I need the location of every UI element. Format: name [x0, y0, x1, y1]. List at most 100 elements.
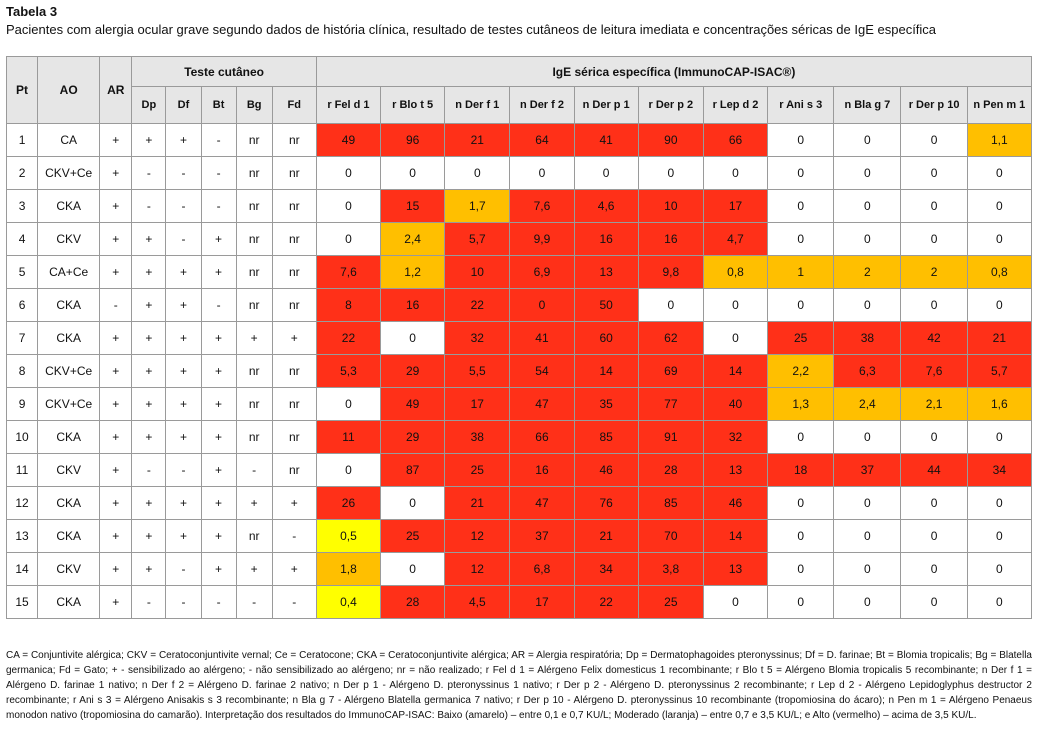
- cell-patient: 10: [5, 420, 39, 454]
- cell-ocular-allergy: CKA: [37, 585, 101, 619]
- cell-ocular-allergy: CA: [37, 123, 101, 157]
- cell-ige-value: 40: [702, 387, 769, 421]
- cell-ige-value: 9,9: [509, 222, 575, 256]
- cell-skin-test: +: [165, 354, 202, 388]
- cell-respiratory-allergy: +: [99, 123, 133, 157]
- cell-ige-value: 96: [380, 123, 446, 157]
- cell-ige-value: 0: [833, 519, 902, 553]
- cell-skin-test: -: [200, 585, 237, 619]
- cell-ige-value: 85: [573, 420, 639, 454]
- cell-skin-test: nr: [271, 387, 317, 421]
- cell-ige-value: 46: [702, 486, 769, 520]
- cell-ige-value: 32: [444, 321, 511, 355]
- cell-ige-value: 66: [509, 420, 575, 454]
- cell-ige-value: 4,5: [444, 585, 511, 619]
- cell-skin-test: +: [131, 255, 167, 289]
- cell-ige-value: 1,7: [444, 189, 511, 223]
- cell-skin-test: nr: [235, 387, 273, 421]
- cell-ige-value: 14: [573, 354, 639, 388]
- table-container: Pt AO AR Teste cutâneo IgE sérica específica…: [5, 56, 1033, 619]
- cell-skin-test: +: [200, 321, 237, 355]
- cell-ige-value: 0: [702, 321, 769, 355]
- column-header-ige: n Der f 1: [444, 86, 511, 124]
- cell-skin-test: +: [131, 420, 167, 454]
- cell-ige-value: 16: [573, 222, 639, 256]
- cell-ige-value: 10: [444, 255, 511, 289]
- cell-ocular-allergy: CKV: [37, 552, 101, 586]
- table-row: 10 CKA + + + + nr nr 11 29 38 66 85 91 32 0 0 0 0: [5, 420, 1033, 454]
- cell-ige-value: 49: [380, 387, 446, 421]
- cell-ige-value: 41: [509, 321, 575, 355]
- cell-ige-value: 0: [900, 486, 968, 520]
- cell-ige-value: 4,6: [573, 189, 639, 223]
- column-header-ige: r Lep d 2: [702, 86, 769, 124]
- cell-patient: 2: [5, 156, 39, 190]
- table-row: 6 CKA - + + - nr nr 8 16 22 0 50 0 0 0 0 0 0: [5, 288, 1033, 322]
- cell-ige-value: 7,6: [900, 354, 968, 388]
- cell-ige-value: 54: [509, 354, 575, 388]
- cell-ige-value: 9,8: [637, 255, 704, 289]
- cell-ige-value: 5,7: [444, 222, 511, 256]
- cell-ige-value: 32: [702, 420, 769, 454]
- table-row: 8 CKV+Ce + + + + nr nr 5,3 29 5,5 54 14 69 14 2,2 6,3 7,6…: [5, 354, 1033, 388]
- cell-skin-test: -: [165, 585, 202, 619]
- cell-skin-test: -: [200, 156, 237, 190]
- table-row: 7 CKA + + + + + +22 0 32 41 60 62 0 25 38 42 21: [5, 321, 1033, 355]
- column-header-ao: AO: [37, 56, 101, 124]
- cell-ocular-allergy: CKV: [37, 222, 101, 256]
- cell-skin-test: nr: [271, 189, 317, 223]
- cell-ige-value: 22: [315, 321, 382, 355]
- table-row: 13 CKA + + + + nr -0,5 25 12 37 21 70 14 0 0 0 0: [5, 519, 1033, 553]
- cell-ige-value: 37: [833, 453, 902, 487]
- cell-ige-value: 0: [966, 420, 1033, 454]
- column-header-ige: r Der p 10: [900, 86, 968, 124]
- cell-skin-test: nr: [235, 288, 273, 322]
- cell-ige-value: 0: [966, 552, 1033, 586]
- cell-ige-value: 44: [900, 453, 968, 487]
- cell-ige-value: 34: [573, 552, 639, 586]
- cell-ige-value: 0: [833, 156, 902, 190]
- cell-skin-test: nr: [235, 123, 273, 157]
- cell-ige-value: 0: [509, 288, 575, 322]
- table-row: 15 CKA + - - - - -0,4 28 4,5 17 22 25 0 0 0 0 0: [5, 585, 1033, 619]
- cell-ige-value: 2,4: [380, 222, 446, 256]
- cell-ige-value: 46: [573, 453, 639, 487]
- cell-respiratory-allergy: +: [99, 420, 133, 454]
- cell-skin-test: -: [131, 156, 167, 190]
- cell-ige-value: 28: [637, 453, 704, 487]
- cell-ige-value: 70: [637, 519, 704, 553]
- cell-skin-test: -: [200, 123, 237, 157]
- cell-skin-test: -: [271, 519, 317, 553]
- cell-ige-value: 0: [767, 222, 835, 256]
- cell-skin-test: nr: [271, 453, 317, 487]
- cell-ige-value: 1,8: [315, 552, 382, 586]
- cell-ige-value: 0: [702, 156, 769, 190]
- cell-skin-test: +: [200, 222, 237, 256]
- cell-ige-value: 6,3: [833, 354, 902, 388]
- cell-ige-value: 0: [767, 123, 835, 157]
- cell-skin-test: -: [200, 189, 237, 223]
- cell-skin-test: +: [200, 354, 237, 388]
- column-header-ar: AR: [99, 56, 133, 124]
- cell-ige-value: 14: [702, 519, 769, 553]
- cell-ige-value: 4,7: [702, 222, 769, 256]
- cell-skin-test: +: [165, 420, 202, 454]
- cell-ige-value: 1,1: [966, 123, 1033, 157]
- cell-patient: 8: [5, 354, 39, 388]
- cell-skin-test: nr: [235, 156, 273, 190]
- cell-ige-value: 13: [573, 255, 639, 289]
- cell-ige-value: 0: [966, 222, 1033, 256]
- cell-ige-value: 47: [509, 387, 575, 421]
- table-row: 5 CA+Ce + + + + nr nr 7,6 1,2 10 6,9 13 9,8 0,8 1 2 2 0,8: [5, 255, 1033, 289]
- cell-ige-value: 0: [900, 420, 968, 454]
- cell-ige-value: 25: [380, 519, 446, 553]
- cell-ige-value: 22: [444, 288, 511, 322]
- cell-patient: 1: [5, 123, 39, 157]
- cell-patient: 7: [5, 321, 39, 355]
- cell-skin-test: +: [131, 321, 167, 355]
- cell-ige-value: 0,4: [315, 585, 382, 619]
- cell-respiratory-allergy: +: [99, 321, 133, 355]
- cell-ige-value: 11: [315, 420, 382, 454]
- cell-ige-value: 0: [767, 156, 835, 190]
- cell-ige-value: 0: [573, 156, 639, 190]
